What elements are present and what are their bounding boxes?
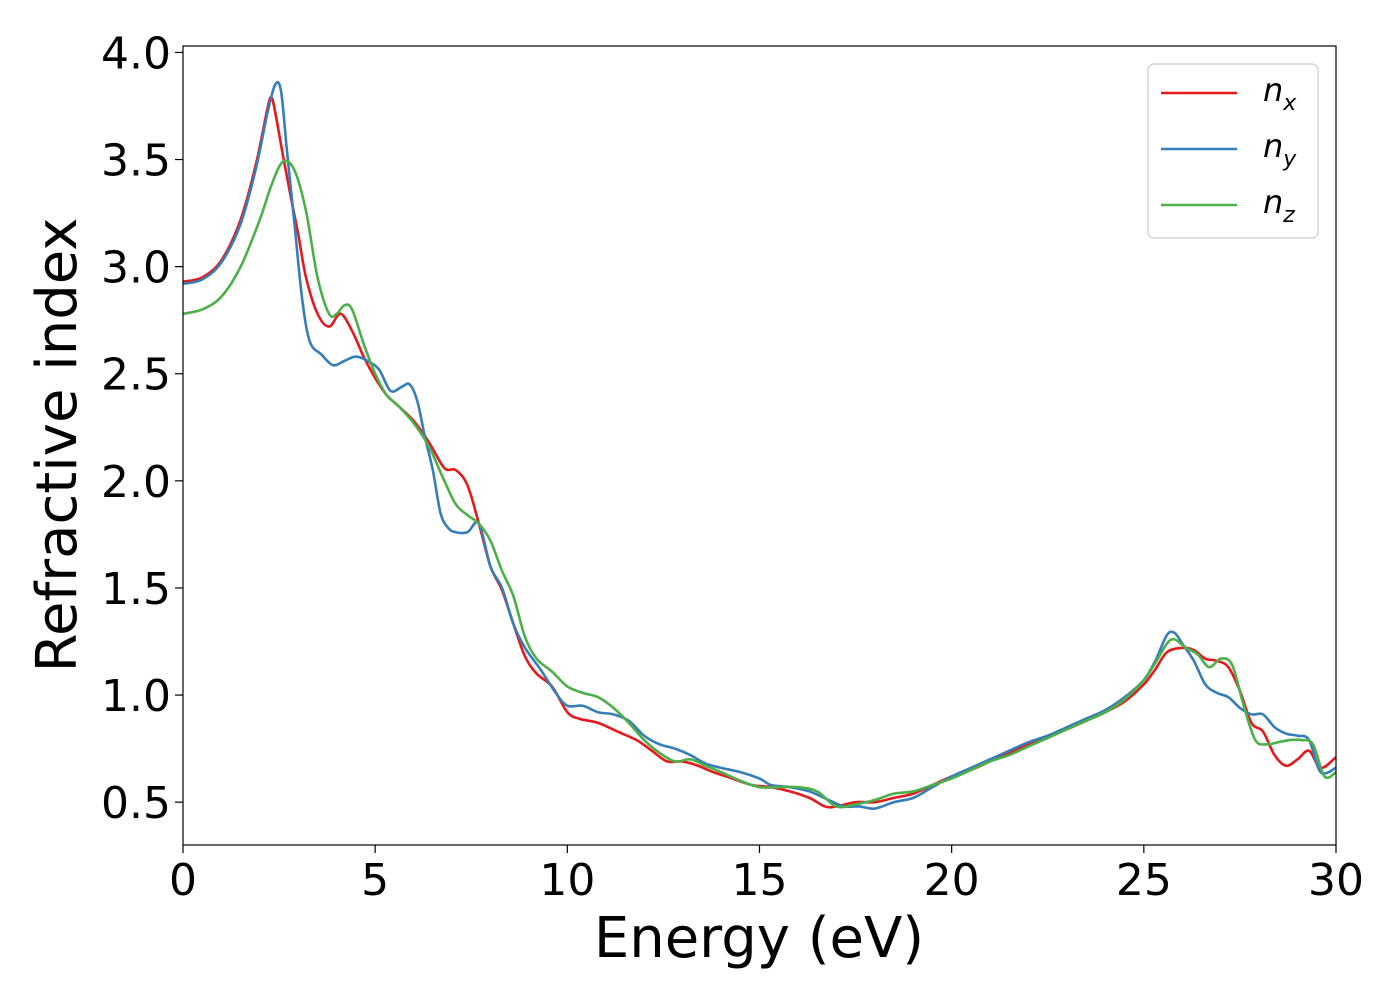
- y-tick-label: 2.0: [101, 457, 171, 508]
- y-tick-label: 2.5: [101, 350, 171, 401]
- legend: nx ny nz: [1147, 63, 1319, 239]
- x-tick-label: 15: [732, 855, 788, 906]
- legend-label-y: ny: [1263, 127, 1297, 172]
- y-tick-label: 4.0: [101, 28, 171, 79]
- y-axis-ticks: 0.5 1.0 1.5 2.0 2.5 3.0 3.5 4.0: [101, 28, 183, 829]
- x-axis-ticks: 0 5 10 15 20 25 30: [169, 845, 1364, 906]
- x-tick-label: 5: [361, 855, 389, 906]
- legend-label-z: nz: [1263, 183, 1295, 228]
- y-tick-label: 1.5: [101, 564, 171, 615]
- x-tick-label: 30: [1308, 855, 1364, 906]
- legend-box: [1147, 63, 1319, 239]
- series-layer: [183, 80, 1336, 811]
- y-tick-label: 3.5: [101, 136, 171, 187]
- x-tick-label: 10: [539, 855, 595, 906]
- y-tick-label: 3.0: [101, 243, 171, 294]
- x-tick-label: 25: [1116, 855, 1172, 906]
- x-axis-label: Energy (eV): [594, 906, 924, 971]
- y-tick-label: 0.5: [101, 778, 171, 829]
- series-line-y: [183, 80, 1336, 811]
- x-tick-label: 0: [169, 855, 197, 906]
- y-axis-label: Refractive index: [25, 218, 90, 673]
- legend-label-x: nx: [1263, 71, 1297, 116]
- series-line-z: [183, 159, 1336, 809]
- y-tick-label: 1.0: [101, 671, 171, 722]
- x-tick-label: 20: [924, 855, 980, 906]
- series-line-x: [183, 95, 1336, 809]
